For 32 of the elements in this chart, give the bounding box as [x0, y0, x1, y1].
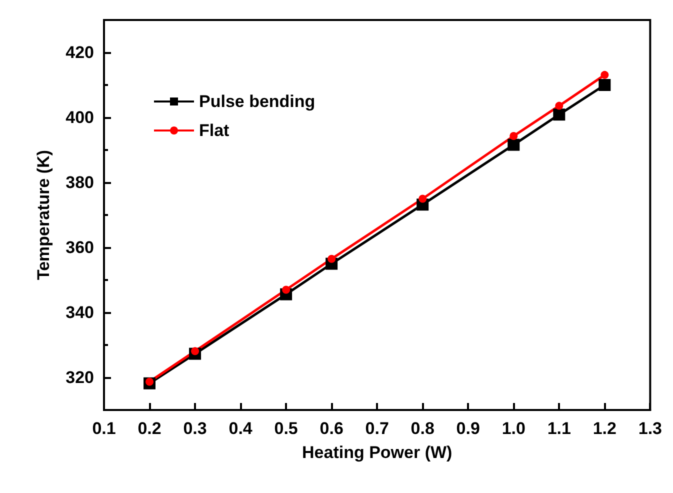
legend-label: Pulse bending — [199, 92, 316, 111]
x-tick-label: 1.3 — [638, 419, 662, 438]
y-tick-label: 420 — [66, 43, 94, 62]
point — [555, 102, 564, 110]
x-tick-label: 0.1 — [92, 419, 116, 438]
y-tick-label: 340 — [66, 303, 94, 322]
point — [508, 138, 520, 151]
point — [510, 132, 518, 140]
point — [600, 70, 609, 79]
point — [328, 254, 336, 263]
y-tick-label: 320 — [66, 368, 94, 387]
legend-label: Flat — [199, 121, 230, 140]
x-tick-label: 0.5 — [274, 419, 298, 438]
x-tick-label: 0.4 — [228, 419, 253, 438]
x-tick-label: 0.8 — [410, 419, 434, 438]
x-tick-label: 0.3 — [183, 419, 207, 438]
point — [418, 194, 427, 203]
x-axis-title: Heating Power (W) — [302, 443, 452, 462]
point — [553, 108, 566, 121]
y-tick-label: 380 — [66, 173, 94, 192]
x-tick-label: 1.2 — [592, 419, 616, 438]
y-tick-label: 360 — [66, 238, 94, 257]
x-tick-label: 0.6 — [320, 419, 344, 438]
x-tick-label: 0.7 — [365, 419, 389, 438]
x-tick-label: 1.1 — [547, 419, 571, 438]
point — [598, 79, 611, 91]
point — [282, 286, 290, 294]
y-axis-title: Temperature (K) — [34, 150, 53, 280]
x-tick-label: 0.9 — [456, 419, 480, 438]
x-tick-label: 0.2 — [138, 419, 162, 438]
x-tick-label: 1.0 — [502, 419, 526, 438]
y-tick-label: 400 — [66, 108, 94, 127]
